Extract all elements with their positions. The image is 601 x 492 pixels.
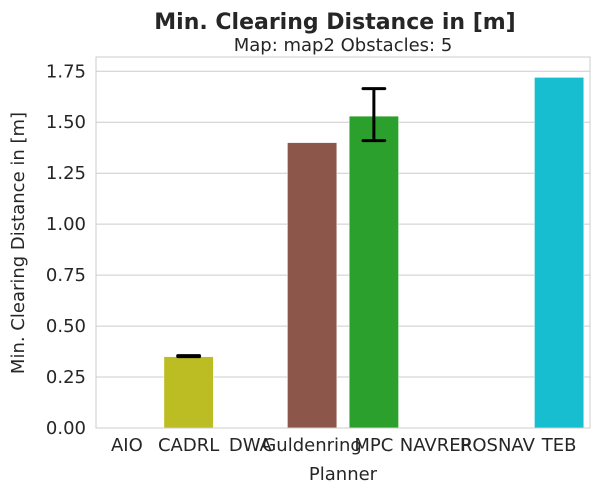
x-tick-label-cadrl: CADRL [158, 435, 219, 456]
y-tick-label-5: 1.25 [46, 163, 86, 184]
bar-cadrl [163, 356, 214, 429]
y-tick-label-3: 0.75 [46, 265, 86, 286]
x-tick-label-rosnav: ROSNAV [460, 435, 536, 456]
chart-subtitle: Map: map2 Obstacles: 5 [234, 35, 453, 56]
y-tick-label-2: 0.50 [46, 316, 86, 337]
x-tick-label-aio: AIO [111, 435, 143, 456]
bar-mpc [348, 115, 399, 429]
x-axis-label: Planner [309, 464, 378, 485]
x-tick-label-dwa: DWA [229, 435, 273, 456]
x-tick-label-navrep: NAVREP [400, 435, 472, 456]
x-tick-label-guldenring: Guldenring [262, 435, 362, 456]
chart-title: Min. Clearing Distance in [m] [154, 10, 515, 35]
y-axis-label: Min. Clearing Distance in [m] [8, 112, 29, 374]
y-tick-label-0: 0.00 [46, 418, 86, 439]
y-tick-label-6: 1.50 [46, 112, 86, 133]
y-tick-labels: 0.00 0.25 0.50 0.75 1.00 1.25 1.50 1.75 [46, 61, 86, 439]
bar-guldenring [287, 142, 338, 429]
bars [163, 77, 585, 429]
y-tick-label-7: 1.75 [46, 61, 86, 82]
x-tick-label-teb: TEB [541, 435, 577, 456]
x-tick-label-mpc: MPC [354, 435, 393, 456]
error-bars [176, 87, 387, 359]
y-tick-label-1: 0.25 [46, 367, 86, 388]
bar-teb [534, 77, 585, 429]
y-tick-label-4: 1.00 [46, 214, 86, 235]
plot-frame [95, 56, 591, 429]
